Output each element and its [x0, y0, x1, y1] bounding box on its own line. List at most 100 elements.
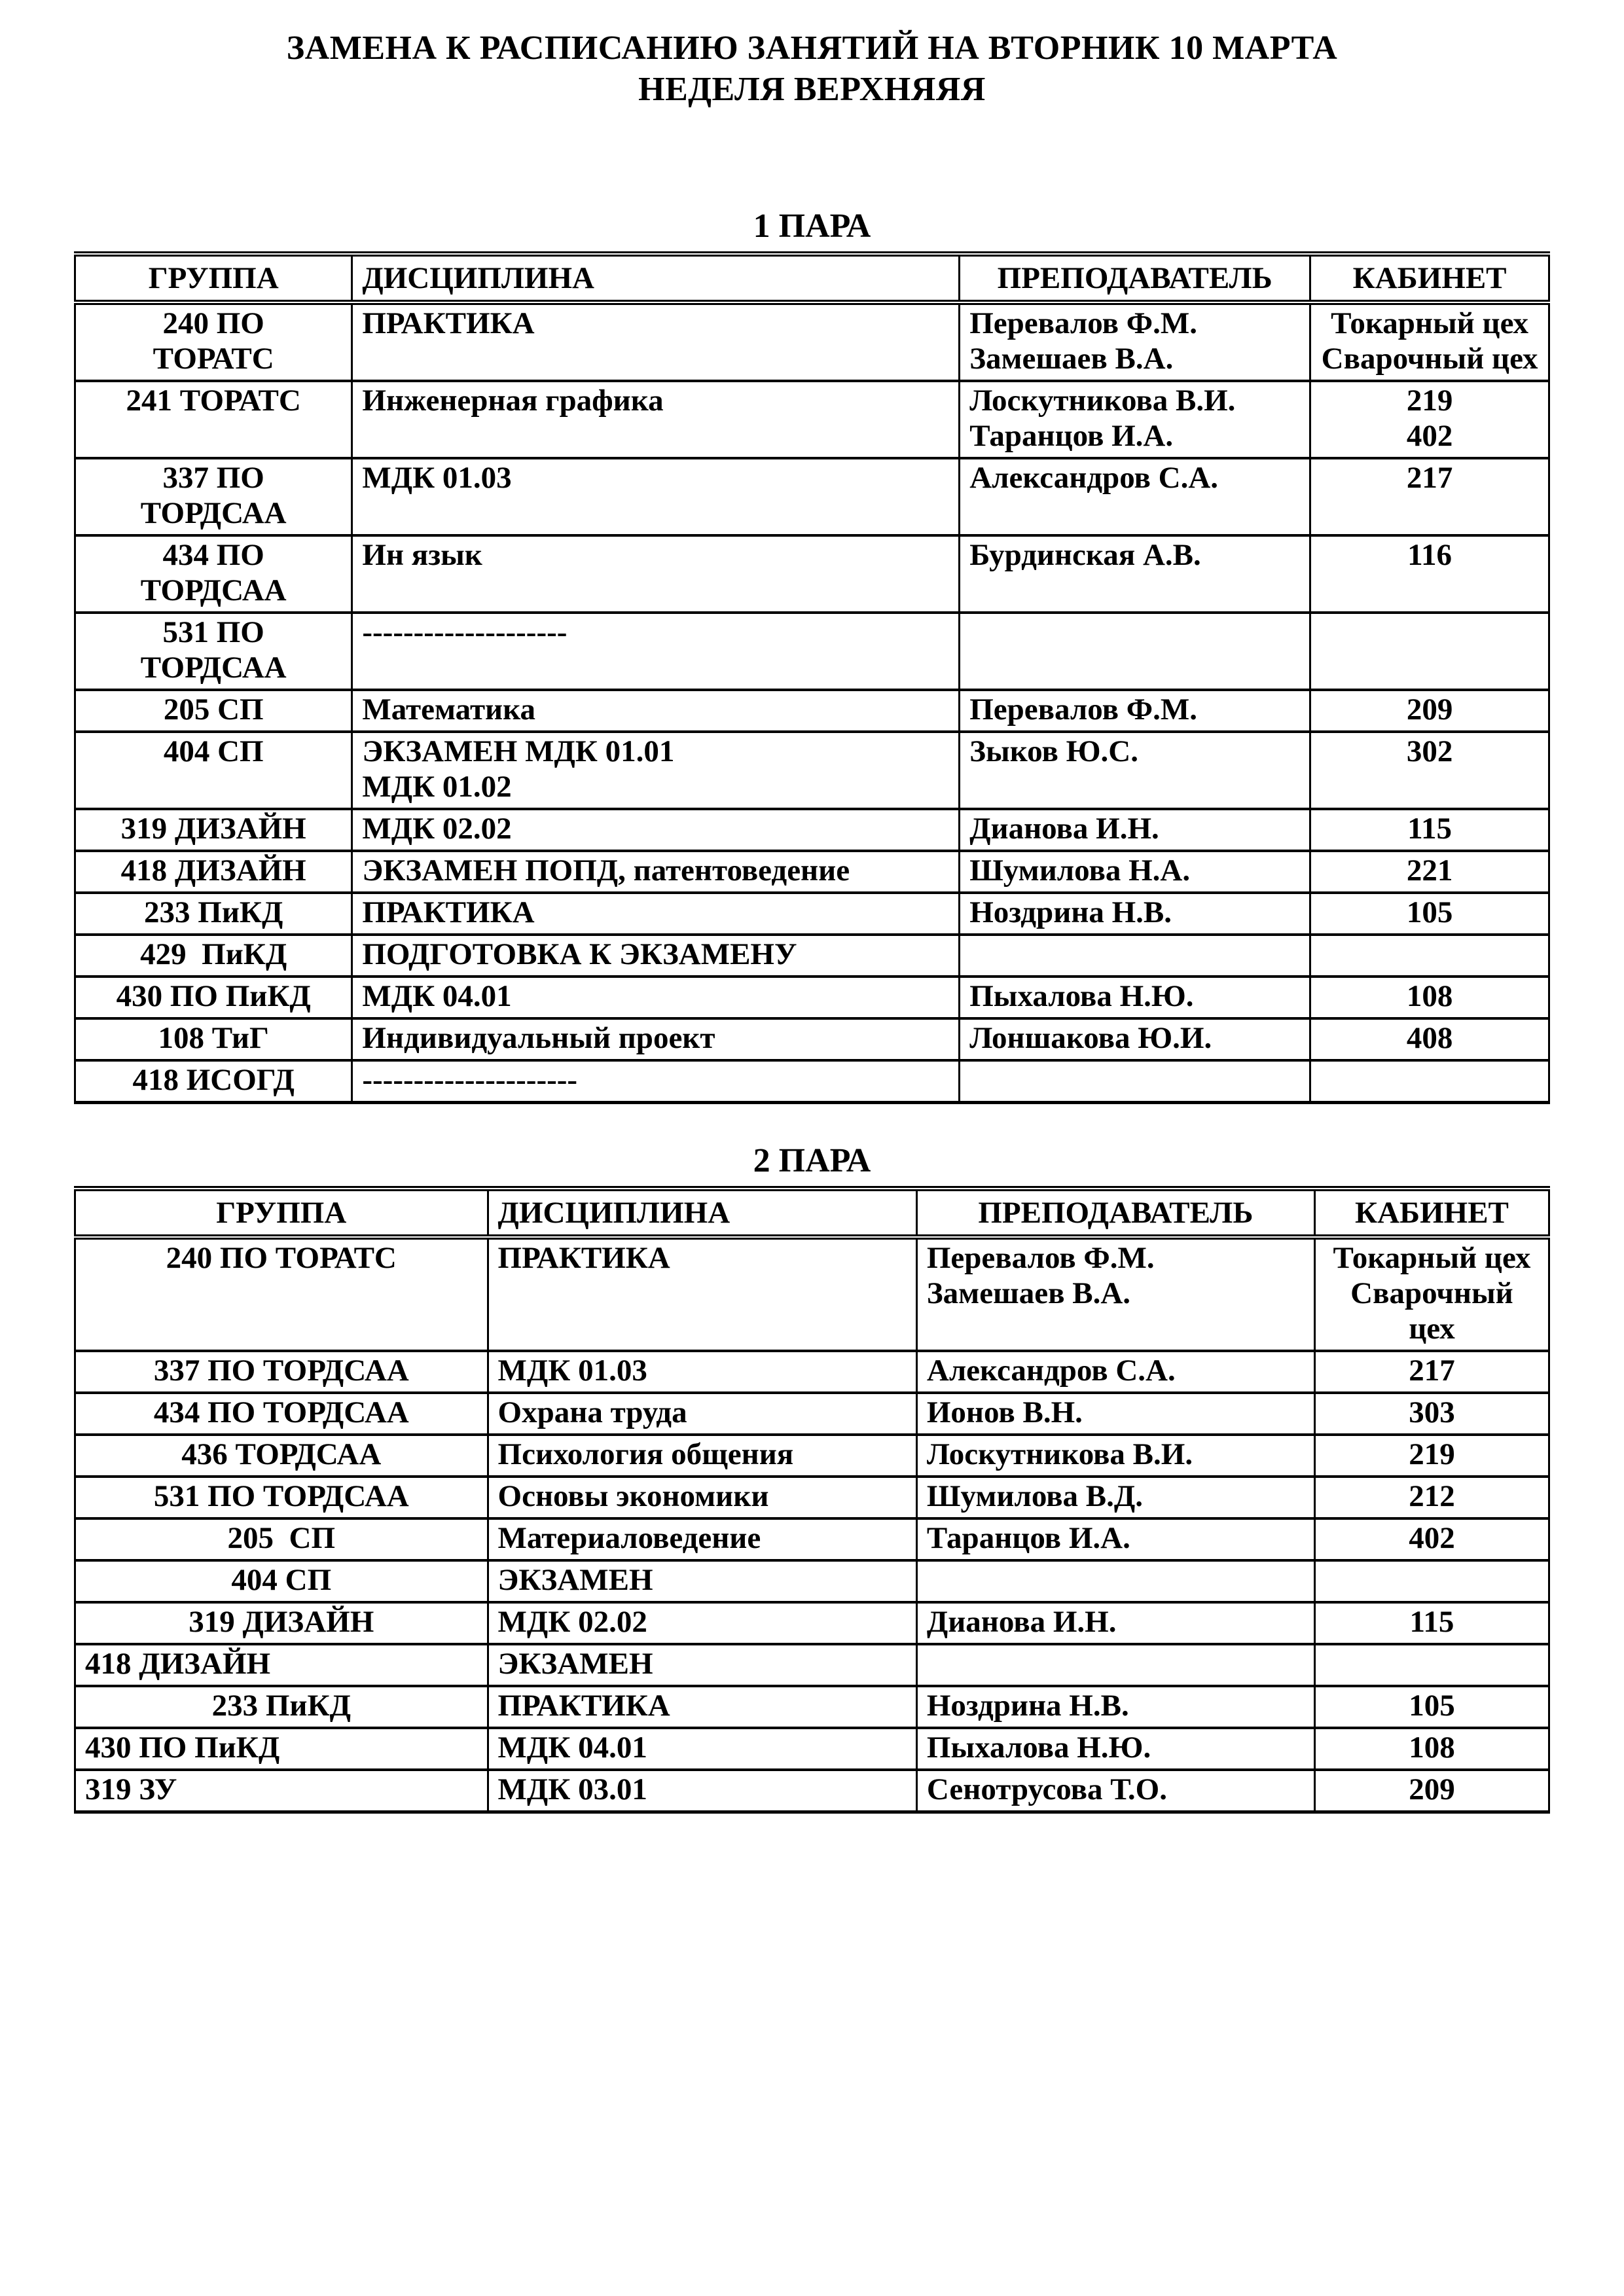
cell-room-line: 219	[1406, 384, 1453, 418]
table-row: 205 СП Материаловедение Таранцов И.А. 402	[74, 1517, 1551, 1562]
cell-group: 205 СП	[73, 689, 353, 734]
cell-discipline: ---------------------	[351, 1059, 961, 1104]
table-row: 418 ДИЗАЙН ЭКЗАМЕН	[74, 1643, 1551, 1688]
cell-group: 233 ПиКД	[74, 1685, 489, 1730]
cell-teacher: Ноздрина Н.В.	[915, 1685, 1316, 1730]
cell-group: 240 ПО ТОРАТС	[74, 1236, 489, 1353]
cell-room-line: 303	[1409, 1395, 1455, 1430]
cell-discipline: ЭКЗАМЕН	[486, 1643, 918, 1688]
cell-teacher	[958, 611, 1312, 692]
cell-teacher: Сенотрусова Т.О.	[915, 1768, 1316, 1814]
cell-room: 302	[1309, 730, 1550, 811]
cell-discipline: ЭКЗАМЕН МДК 01.01 МДК 01.02	[351, 730, 961, 811]
cell-discipline: ПОДГОТОВКА К ЭКЗАМЕНУ	[351, 933, 961, 978]
pair-2-caption: 2 ПАРА	[753, 1142, 871, 1180]
table-row: 430 ПО ПиКД МДК 04.01 Пыхалова Н.Ю. 108	[73, 975, 1550, 1020]
column-header: ДИСЦИПЛИНА	[351, 253, 961, 306]
cell-discipline: ЭКЗАМЕН	[486, 1559, 918, 1604]
cell-room-line: 402	[1409, 1521, 1455, 1556]
cell-teacher: Александров С.А.	[915, 1350, 1316, 1395]
cell-teacher-line: Ионов В.Н.	[926, 1395, 1083, 1430]
cell-room: 212	[1313, 1475, 1551, 1520]
cell-room	[1309, 933, 1550, 978]
cell-room-line: 219	[1409, 1437, 1455, 1472]
cell-room: 108	[1313, 1727, 1551, 1772]
column-header: ГРУППА	[73, 253, 353, 306]
header-row: ГРУППА ДИСЦИПЛИНА ПРЕПОДАВАТЕЛЬ КАБИНЕТ	[73, 253, 1550, 306]
cell-room: 115	[1309, 808, 1550, 853]
cell-discipline: Психология общения	[486, 1433, 918, 1479]
cell-discipline-line: МДК 01.03	[497, 1354, 647, 1388]
cell-discipline: Основы экономики	[486, 1475, 918, 1520]
cell-teacher: Бурдинская А.В.	[958, 534, 1312, 615]
cell-discipline: ПРАКТИКА	[351, 891, 961, 937]
cell-discipline-line: ПРАКТИКА	[497, 1241, 670, 1276]
cell-discipline-line: МДК 01.03	[362, 461, 512, 495]
cell-discipline-line: МДК 03.01	[497, 1772, 647, 1807]
cell-room: 209	[1309, 689, 1550, 734]
cell-room	[1309, 1059, 1550, 1104]
column-header: ГРУППА	[74, 1187, 489, 1240]
cell-group-line: 319 ЗУ	[85, 1772, 177, 1807]
cell-group-line: ТОРДСАА	[140, 573, 287, 608]
cell-discipline-line: Основы экономики	[497, 1479, 769, 1514]
cell-teacher-line: Перевалов Ф.М.	[969, 306, 1197, 341]
cell-room-line: 105	[1406, 895, 1453, 930]
cell-group: 240 ПО ТОРАТС	[73, 301, 353, 383]
cell-teacher-line: Перевалов Ф.М.	[969, 692, 1197, 727]
cell-group-line: 205 СП	[163, 692, 264, 727]
cell-room: 217	[1313, 1350, 1551, 1395]
cell-teacher-line: Таранцов И.А.	[969, 419, 1174, 454]
schedule-table-pair-1: ГРУППА ДИСЦИПЛИНА ПРЕПОДАВАТЕЛЬ КАБИНЕТ 240 …	[73, 251, 1550, 1105]
cell-group: 404 СП	[74, 1559, 489, 1604]
cell-group: 319 ДИЗАЙН	[73, 808, 353, 853]
cell-room: 402	[1313, 1517, 1551, 1562]
cell-room-line: 105	[1409, 1689, 1455, 1723]
table-row: 418 ИСОГД ---------------------	[73, 1059, 1550, 1104]
cell-discipline: ЭКЗАМЕН ПОПД, патентоведение	[351, 850, 961, 895]
cell-teacher: Лоскутникова В.И. Таранцов И.А.	[958, 380, 1312, 460]
cell-discipline-line: Индивидуальный проект	[362, 1021, 715, 1056]
cell-group-line: 404 СП	[163, 734, 264, 769]
cell-group-line: 108 ТиГ	[158, 1021, 269, 1056]
cell-group: 436 ТОРДСАА	[74, 1433, 489, 1479]
cell-teacher: Пыхалова Н.Ю.	[958, 975, 1312, 1020]
cell-teacher: Шумилова В.Д.	[915, 1475, 1316, 1520]
cell-room-line: Сварочный цех	[1321, 342, 1538, 376]
cell-discipline: --------------------	[351, 611, 961, 692]
cell-group: 233 ПиКД	[73, 891, 353, 937]
cell-discipline-line: Математика	[362, 692, 535, 727]
table-row: 404 СП ЭКЗАМЕН МДК 01.01 МДК 01.02 Зыков Ю.…	[73, 730, 1550, 811]
cell-teacher: Таранцов И.А.	[915, 1517, 1316, 1562]
cell-group-line: 205 СП	[227, 1521, 336, 1556]
cell-room-line: 209	[1409, 1772, 1455, 1807]
table-row: 429 ПиКД ПОДГОТОВКА К ЭКЗАМЕНУ	[73, 933, 1550, 978]
cell-teacher: Ионов В.Н.	[915, 1391, 1316, 1437]
cell-teacher: Ноздрина Н.В.	[958, 891, 1312, 937]
cell-group: 418 ДИЗАЙН	[73, 850, 353, 895]
cell-discipline: Охрана труда	[486, 1391, 918, 1437]
cell-discipline: МДК 01.03	[486, 1350, 918, 1395]
cell-teacher: Шумилова Н.А.	[958, 850, 1312, 895]
table-row: 233 ПиКД ПРАКТИКА Ноздрина Н.В. 105	[74, 1685, 1551, 1730]
column-header: КАБИНЕТ	[1309, 253, 1550, 306]
cell-teacher: Дианова И.Н.	[915, 1601, 1316, 1646]
table-row: 430 ПО ПиКД МДК 04.01 Пыхалова Н.Ю. 108	[74, 1727, 1551, 1772]
cell-teacher: Пыхалова Н.Ю.	[915, 1727, 1316, 1772]
table-row: 319 ДИЗАЙН МДК 02.02 Дианова И.Н. 115	[73, 808, 1550, 853]
cell-group-line: 418 ИСОГД	[132, 1063, 295, 1098]
cell-group: 108 ТиГ	[73, 1017, 353, 1062]
cell-teacher: Дианова И.Н.	[958, 808, 1312, 853]
cell-teacher: Александров С.А.	[958, 457, 1312, 537]
cell-room-line: 115	[1407, 812, 1453, 846]
cell-room: 219	[1313, 1433, 1551, 1479]
cell-teacher: Зыков Ю.С.	[958, 730, 1312, 811]
cell-discipline-line: ПРАКТИКА	[497, 1689, 670, 1723]
table-row: 337 ПО ТОРДСАА МДК 01.03 Александров С.А. 2…	[74, 1350, 1551, 1395]
cell-group-line: 434 ПО	[162, 538, 264, 573]
cell-group-line: 337 ПО ТОРДСАА	[153, 1354, 409, 1388]
cell-group: 429 ПиКД	[73, 933, 353, 978]
cell-room-line: Токарный цех	[1331, 306, 1528, 341]
table-row: 319 ДИЗАЙН МДК 02.02 Дианова И.Н. 115	[74, 1601, 1551, 1646]
cell-discipline: ПРАКТИКА	[486, 1236, 918, 1353]
